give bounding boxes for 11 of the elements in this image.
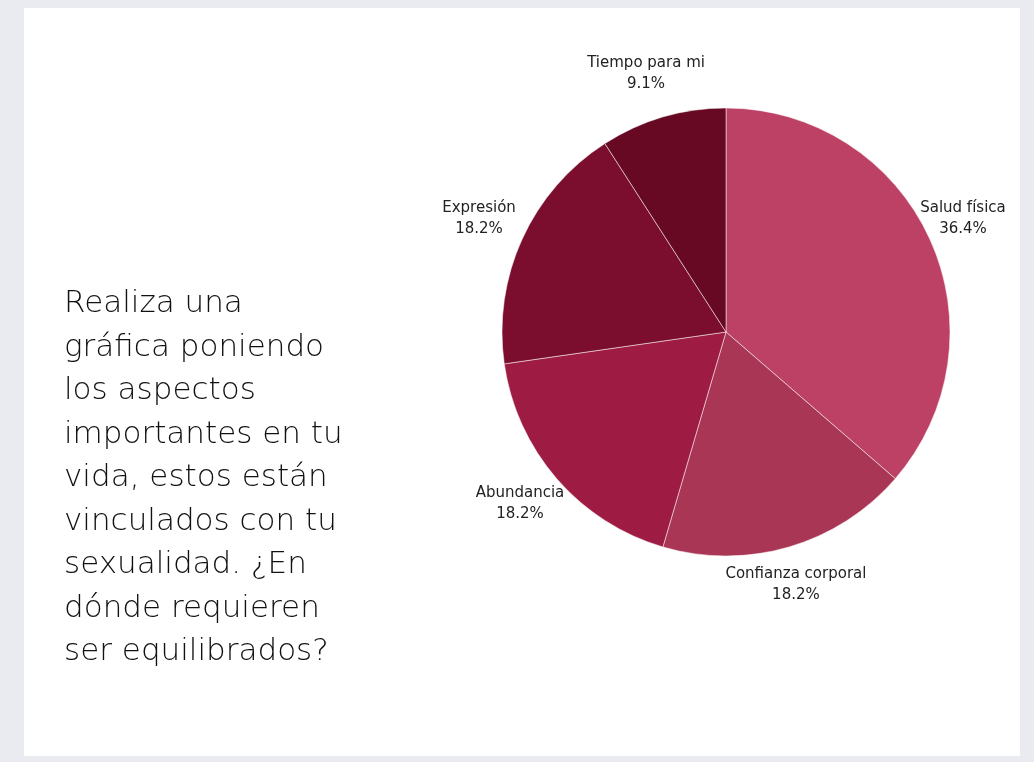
slice-label: Abundancia	[475, 482, 565, 501]
data-label: 18.2%	[455, 219, 503, 237]
data-label: 18.2%	[496, 503, 544, 522]
slice-label: Expresión	[442, 198, 516, 216]
slice-label: Tiempo para mi	[586, 53, 705, 72]
slice-label: Confianza corporal	[725, 563, 867, 582]
data-label: 36.4%	[939, 219, 987, 237]
chart-title: Realiza una gráfica poniendo los aspectos importantes en tu vida, estos están vinculados con tu sexualidad. ¿En dónde requieren ser equilibrados?	[64, 283, 343, 667]
data-label: 18.2%	[772, 584, 820, 603]
slice-label: Salud física	[920, 198, 1006, 216]
data-label: 9.1%	[627, 74, 666, 93]
